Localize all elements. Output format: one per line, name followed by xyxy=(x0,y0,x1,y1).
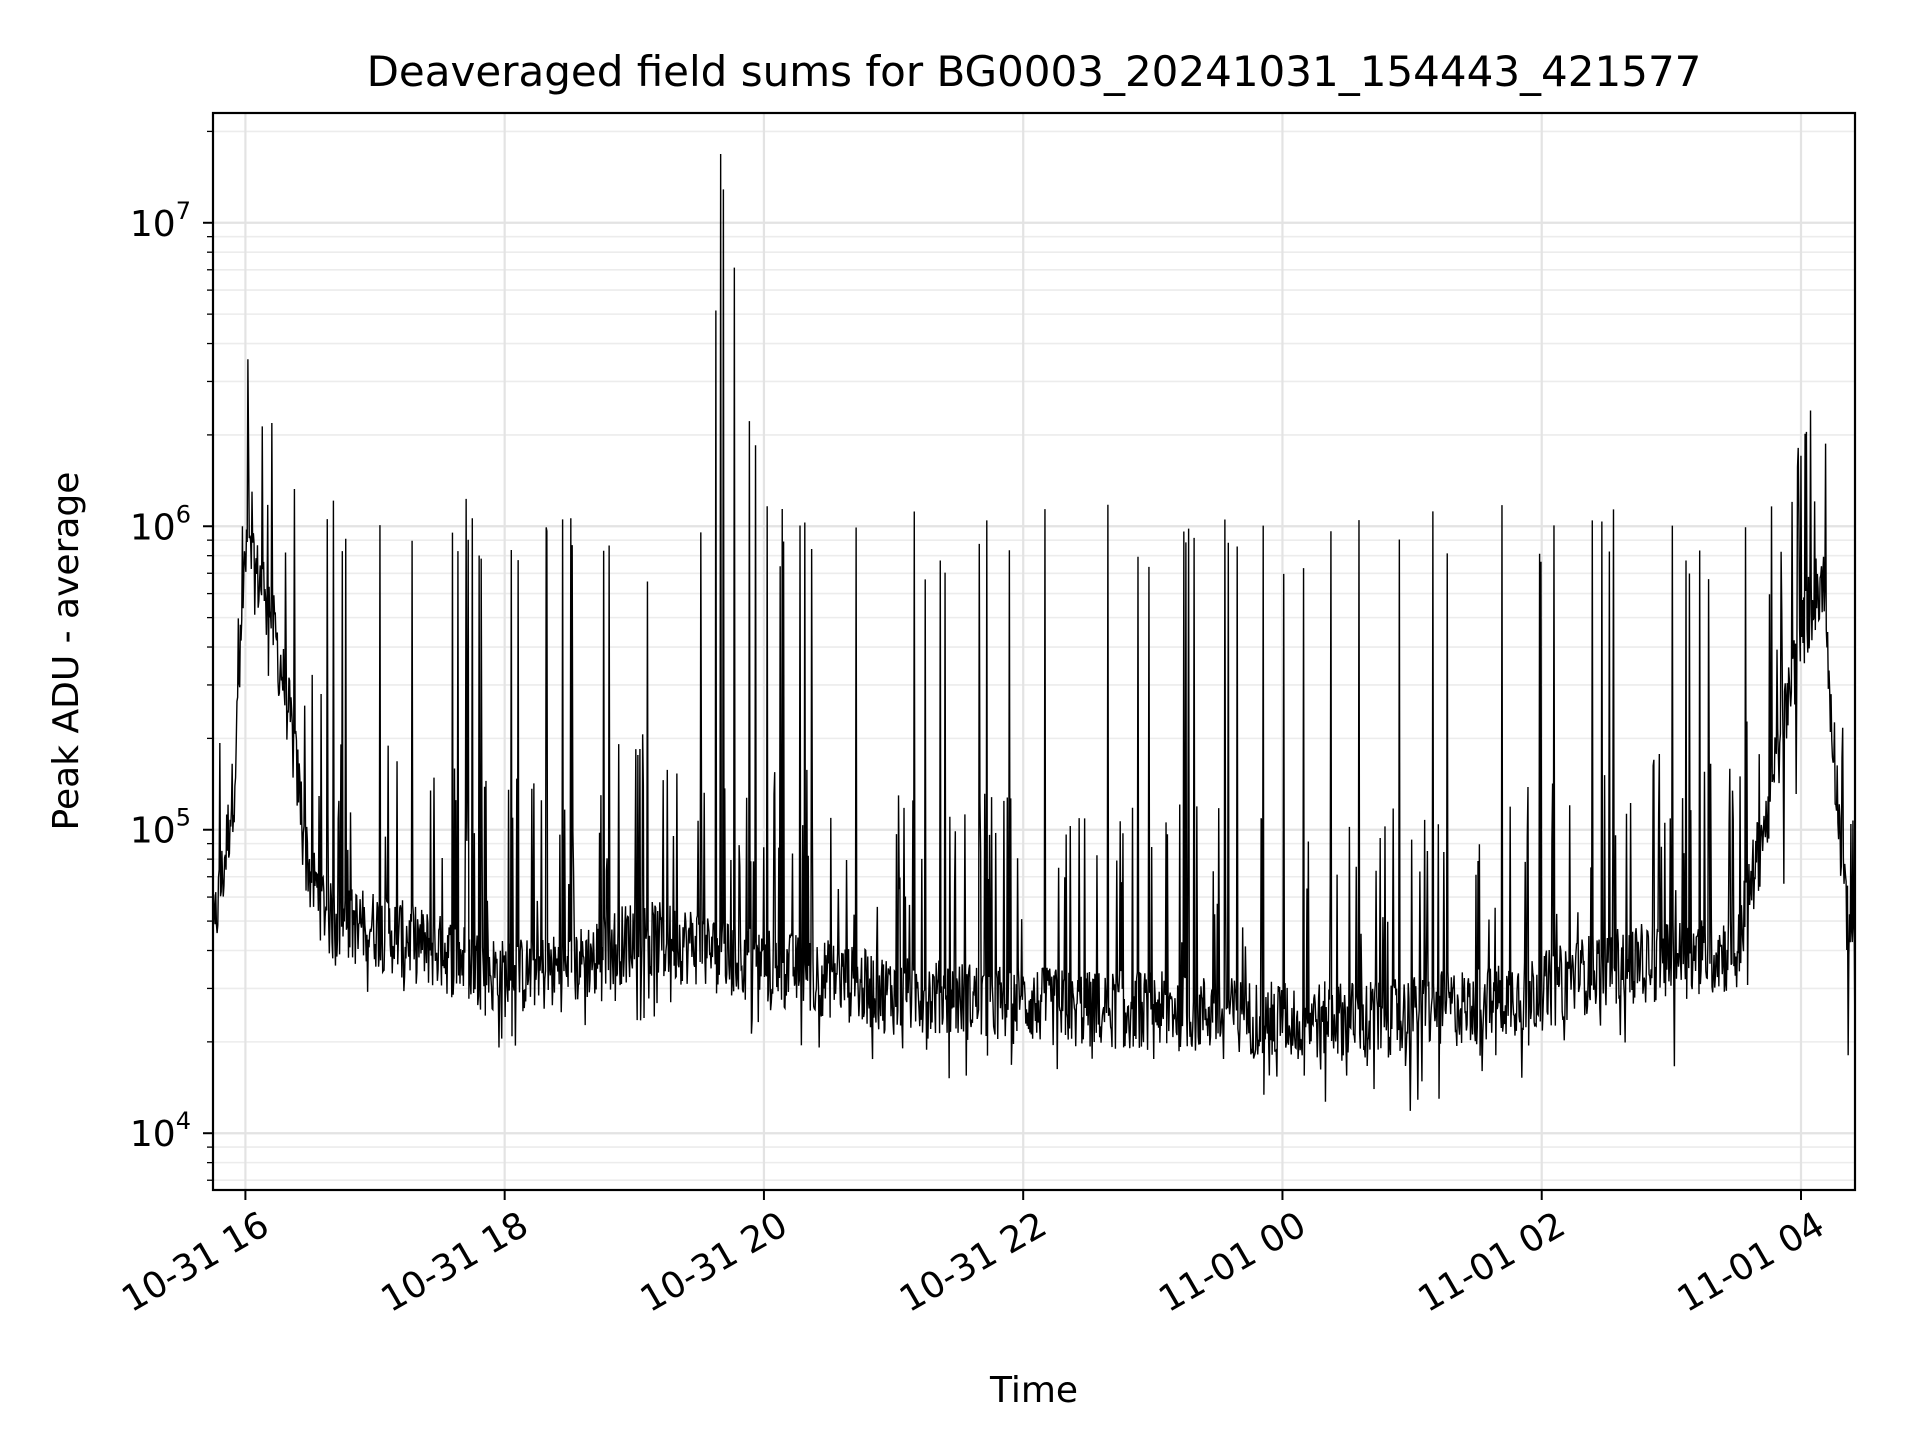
y-tick-label: 105 xyxy=(130,804,191,852)
y-tick-label-exponent: 6 xyxy=(176,500,191,528)
y-tick-label-base: 10 xyxy=(130,1114,176,1155)
y-tick-label: 104 xyxy=(130,1107,191,1155)
chart-title: Deaveraged field sums for BG0003_2024103… xyxy=(367,47,1702,96)
series-group xyxy=(212,154,1856,1111)
series-line xyxy=(212,154,1856,1111)
y-tick-label-exponent: 7 xyxy=(176,197,191,225)
plot-frame xyxy=(211,111,1857,1192)
y-axis-label: Peak ADU - average xyxy=(46,472,87,831)
y-tick-label-base: 10 xyxy=(130,507,176,548)
y-tick-label: 107 xyxy=(130,197,191,245)
y-tick-label-base: 10 xyxy=(130,204,176,245)
y-tick-label: 106 xyxy=(130,500,191,548)
y-tick-label-exponent: 5 xyxy=(176,804,191,832)
y-tick-label-base: 10 xyxy=(130,811,176,852)
y-tick-label-exponent: 4 xyxy=(176,1107,191,1135)
x-axis-label: Time xyxy=(989,1370,1078,1411)
